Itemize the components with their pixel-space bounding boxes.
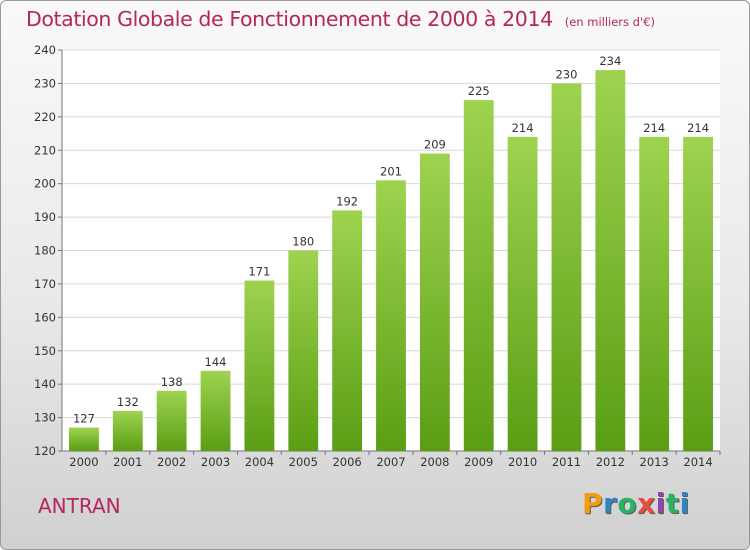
y-tick-label: 230 bbox=[34, 76, 56, 90]
y-tick-label: 190 bbox=[34, 210, 56, 224]
bar bbox=[332, 210, 363, 451]
y-tick-label: 200 bbox=[34, 177, 56, 191]
bar bbox=[288, 250, 319, 451]
logo-letter: r bbox=[603, 487, 618, 520]
x-tick-label: 2011 bbox=[552, 455, 581, 469]
bar bbox=[112, 410, 143, 451]
logo-letter: i bbox=[679, 487, 690, 520]
y-tick-label: 210 bbox=[34, 143, 56, 157]
x-tick-label: 2012 bbox=[596, 455, 625, 469]
x-tick-label: 2008 bbox=[420, 455, 449, 469]
chart-title-text: Dotation Globale de Fonctionnement de 20… bbox=[26, 7, 553, 31]
bar bbox=[200, 370, 231, 451]
bar bbox=[463, 100, 494, 451]
bar bbox=[551, 83, 582, 452]
bar bbox=[595, 70, 626, 452]
y-tick-label: 240 bbox=[34, 43, 56, 57]
data-label: 209 bbox=[424, 138, 446, 152]
y-tick-label: 130 bbox=[34, 411, 56, 425]
chart-unit: (en milliers d'€) bbox=[564, 15, 655, 29]
logo-letter: o bbox=[617, 487, 638, 520]
logo-letter: P bbox=[582, 487, 604, 520]
y-tick-label: 140 bbox=[34, 377, 56, 391]
data-label: 127 bbox=[73, 412, 95, 426]
data-label: 132 bbox=[117, 395, 139, 409]
data-label: 214 bbox=[687, 121, 709, 135]
logo-letter: x bbox=[637, 487, 656, 520]
y-tick-label: 180 bbox=[34, 244, 56, 258]
bar bbox=[244, 280, 275, 451]
data-label: 171 bbox=[248, 265, 270, 279]
chart-title: Dotation Globale de Fonctionnement de 20… bbox=[26, 7, 655, 31]
x-tick-label: 2014 bbox=[683, 455, 712, 469]
x-tick-label: 2003 bbox=[201, 455, 230, 469]
data-label: 180 bbox=[292, 235, 314, 249]
y-tick-label: 150 bbox=[34, 344, 56, 358]
data-label: 144 bbox=[205, 355, 227, 369]
proxiti-logo: Proxiti bbox=[582, 487, 690, 520]
x-tick-label: 2005 bbox=[289, 455, 318, 469]
data-label: 214 bbox=[643, 121, 665, 135]
bar bbox=[507, 136, 538, 451]
y-tick-label: 120 bbox=[34, 444, 56, 458]
bar bbox=[683, 136, 713, 451]
data-label: 234 bbox=[599, 54, 621, 68]
data-label: 214 bbox=[512, 121, 534, 135]
commune-name: ANTRAN bbox=[38, 494, 121, 518]
bar bbox=[419, 153, 450, 451]
x-tick-label: 2002 bbox=[157, 455, 186, 469]
y-tick-label: 170 bbox=[34, 277, 56, 291]
bar bbox=[69, 427, 99, 451]
x-tick-label: 2000 bbox=[69, 455, 98, 469]
data-label: 225 bbox=[468, 84, 490, 98]
data-label: 192 bbox=[336, 194, 358, 208]
bar bbox=[156, 390, 187, 451]
x-tick-label: 2009 bbox=[464, 455, 493, 469]
x-tick-label: 2007 bbox=[376, 455, 405, 469]
bar bbox=[376, 180, 406, 451]
y-tick-label: 220 bbox=[34, 110, 56, 124]
data-label: 138 bbox=[161, 375, 183, 389]
x-tick-label: 2010 bbox=[508, 455, 537, 469]
logo-letter: t bbox=[665, 487, 680, 520]
y-tick-label: 160 bbox=[34, 310, 56, 324]
x-tick-label: 2004 bbox=[245, 455, 274, 469]
data-label: 201 bbox=[380, 164, 402, 178]
x-tick-label: 2013 bbox=[640, 455, 669, 469]
x-tick-label: 2001 bbox=[113, 455, 142, 469]
x-tick-label: 2006 bbox=[332, 455, 361, 469]
logo-letter: i bbox=[655, 487, 666, 520]
bar bbox=[639, 136, 670, 451]
data-label: 230 bbox=[555, 67, 577, 81]
